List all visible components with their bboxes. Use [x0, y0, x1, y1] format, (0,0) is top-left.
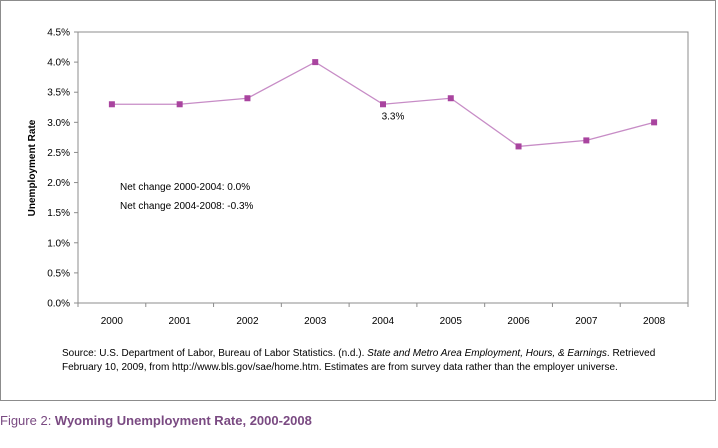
x-tick-label: 2004	[372, 316, 395, 327]
y-tick-label: 2.5%	[47, 148, 70, 159]
data-point	[312, 59, 319, 66]
annotation-net-change-2000-2004: Net change 2000-2004: 0.0%	[120, 182, 250, 193]
x-tick-label: 2005	[440, 316, 463, 327]
y-axis-label: Unemployment Rate	[27, 119, 38, 216]
y-tick-label: 0.0%	[47, 299, 70, 310]
data-label: 3.3%	[382, 111, 405, 122]
x-tick-label: 2006	[507, 316, 530, 327]
y-axis-ticks: 0.0% 0.5% 1.0% 1.5% 2.0% 2.5% 3.0% 3.5% 4.0% 4.5%	[47, 28, 78, 310]
y-tick-label: 4.0%	[47, 58, 70, 69]
caption-label: Figure 2:	[0, 413, 55, 428]
x-tick-label: 2002	[236, 316, 259, 327]
x-tick-label: 2003	[304, 316, 327, 327]
plot-area	[77, 31, 689, 304]
y-tick-label: 3.5%	[47, 88, 70, 99]
annotation-net-change-2004-2008: Net change 2004-2008: -0.3%	[120, 201, 254, 212]
data-point	[244, 95, 251, 102]
y-tick-label: 3.0%	[47, 118, 70, 129]
data-point	[651, 119, 658, 126]
y-tick-label: 0.5%	[47, 268, 70, 279]
source-prefix: Source: U.S. Department of Labor, Bureau…	[62, 348, 368, 359]
source-suffix: . Retrieved February 10, 2009, from http…	[62, 348, 656, 373]
data-point	[447, 95, 454, 102]
figure-frame	[0, 0, 716, 401]
x-tick-label: 2001	[169, 316, 192, 327]
data-point	[176, 101, 183, 108]
y-tick-label: 4.5%	[47, 28, 70, 39]
figure-caption: Figure 2: Wyoming Unemployment Rate, 200…	[0, 413, 312, 428]
y-tick-label: 1.5%	[47, 208, 70, 219]
data-point	[108, 101, 115, 108]
source-note: Source: U.S. Department of Labor, Bureau…	[62, 347, 682, 375]
x-tick-label: 2007	[575, 316, 598, 327]
data-point	[380, 101, 386, 108]
y-tick-label: 2.0%	[47, 178, 70, 189]
y-tick-label: 1.0%	[47, 238, 70, 249]
source-title: State and Metro Area Employment, Hours, …	[367, 348, 607, 359]
x-tick-label: 2000	[101, 316, 124, 327]
x-axis-ticks: 2000 2001 2002 2003 2004 2005 2006 2007 2008	[77, 303, 689, 327]
caption-title: Wyoming Unemployment Rate, 2000-2008	[54, 413, 312, 428]
data-point	[515, 143, 522, 150]
x-tick-label: 2008	[643, 316, 666, 327]
data-point	[583, 137, 590, 144]
series-layer: 3.3%	[108, 59, 658, 150]
